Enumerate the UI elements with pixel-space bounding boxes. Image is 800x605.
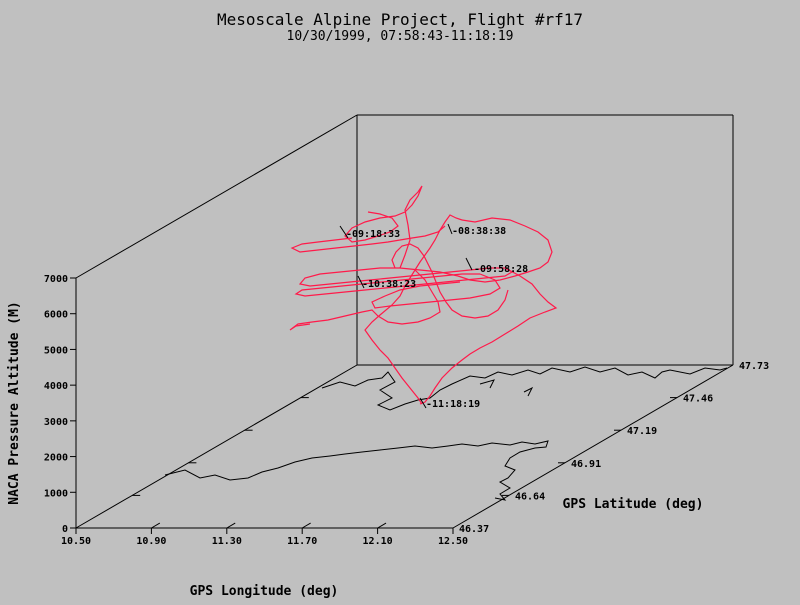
x-floor-tick-3	[301, 522, 311, 529]
z-tick-label-2: 2000	[44, 453, 68, 464]
z-tick-label-7: 7000	[44, 274, 68, 285]
time-marker-5	[419, 397, 427, 409]
x-tick-label-2: 11.30	[212, 536, 242, 547]
flight-track	[289, 185, 558, 405]
z-tick-label-6: 6000	[44, 310, 68, 321]
chart-title: Mesoscale Alpine Project, Flight #rf17	[217, 10, 583, 29]
terrain-fragment-1	[479, 379, 495, 389]
x-tick-label-4: 12.10	[363, 536, 393, 547]
z-tick-label-0: 0	[62, 524, 68, 535]
box-floor-diagonal	[75, 364, 358, 529]
axis-ticks	[70, 277, 733, 534]
y-tick-label-1: 46.64	[515, 491, 545, 502]
time-label-2: -08:38:38	[452, 226, 506, 237]
track-segment-south	[289, 269, 441, 331]
time-label-3: -09:58:28	[474, 264, 528, 275]
z-tick-label-5: 5000	[44, 345, 68, 356]
plot-box	[75, 114, 734, 529]
coastline-south	[164, 440, 549, 501]
y-tick-label-3: 47.19	[627, 426, 657, 437]
track-segment-north	[344, 185, 423, 269]
y-tick-label-0: 46.37	[459, 524, 489, 535]
chart-subtitle: 10/30/1999, 07:58:43-11:18:19	[287, 29, 514, 44]
track-segment-loop-east	[457, 217, 553, 283]
x-tick-label-5: 12.50	[438, 536, 468, 547]
track-segment-center	[391, 243, 509, 319]
x-floor-tick-2	[226, 522, 236, 529]
time-label-4: -10:38:23	[362, 279, 416, 290]
x-floor-tick-1	[151, 522, 161, 529]
time-marker-3	[465, 257, 473, 271]
track-segment-west	[290, 225, 446, 253]
y-tick-label-4: 47.46	[683, 394, 713, 405]
time-label-5: -11:18:19	[426, 399, 480, 410]
x-axis-label: GPS Longitude (deg)	[190, 584, 339, 599]
time-label-1: -09:18:33	[346, 229, 400, 240]
track-segment-legs-2	[371, 273, 501, 309]
x-tick-label-0: 10.50	[61, 536, 91, 547]
z-tick-label-3: 3000	[44, 417, 68, 428]
time-marker-1	[339, 225, 349, 239]
box-top-diagonal	[75, 114, 358, 279]
time-marker-2	[447, 223, 453, 235]
box-bottom-right-edge	[452, 364, 734, 529]
z-axis-label: NACA Pressure Altitude (M)	[7, 301, 22, 505]
floor-outline	[164, 366, 728, 501]
time-marker-4	[357, 275, 365, 289]
x-tick-label-1: 10.90	[136, 536, 166, 547]
z-tick-label-4: 4000	[44, 381, 68, 392]
x-floor-tick-4	[377, 522, 387, 529]
track-segment-legs-1	[294, 267, 514, 297]
y-tick-label-5: 47.73	[739, 361, 769, 372]
y-axis-label: GPS Latitude (deg)	[563, 497, 704, 512]
x-tick-label-3: 11.70	[287, 536, 317, 547]
terrain-fragment-2	[523, 386, 534, 397]
z-tick-label-1: 1000	[44, 488, 68, 499]
track-segment-east-return	[419, 267, 558, 405]
coastline-north	[321, 366, 728, 411]
time-labels: -09:18:33 -08:38:38 -09:58:28 -10:38:23 …	[339, 223, 528, 410]
y-tick-label-2: 46.91	[571, 459, 601, 470]
